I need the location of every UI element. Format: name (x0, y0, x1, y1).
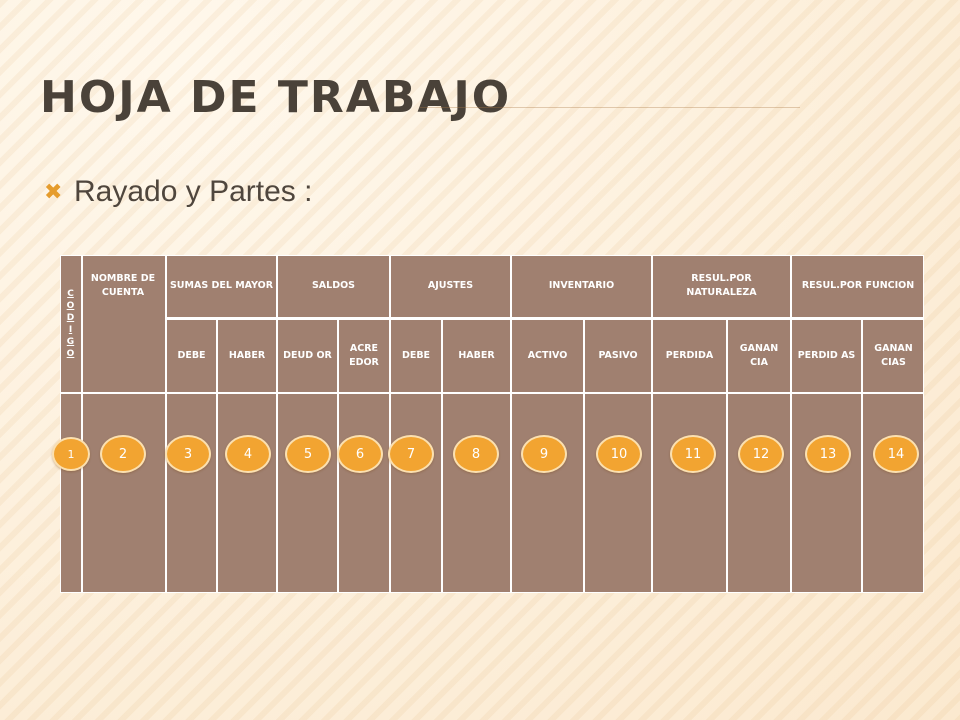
bullet-text: Rayado y Partes : (74, 175, 313, 208)
subcol-divider (583, 318, 585, 593)
header-resul-naturaleza: RESUL.POR NATURALEZA (686, 273, 757, 298)
marker-1: 1 (52, 437, 90, 471)
slide-title: HOJA DE TRABAJO (40, 72, 512, 123)
marker-3: 3 (165, 435, 211, 473)
bullet-item: ✖ Rayado y Partes : (44, 175, 312, 209)
col-divider (276, 255, 278, 593)
subheader-acreedor: ACRE EDOR (349, 343, 379, 368)
col-divider (651, 255, 653, 593)
subheader-haber: HABER (228, 350, 266, 361)
marker-9: 9 (521, 435, 567, 473)
codigo-header: C O D I G O (66, 288, 75, 359)
subcol-divider (216, 318, 218, 593)
marker-5: 5 (285, 435, 331, 473)
col-divider (165, 255, 167, 593)
marker-10: 10 (596, 435, 642, 473)
subheader-activo: ACTIVO (527, 350, 568, 361)
subheader-perdidas: PERDID AS (797, 350, 856, 361)
header-nombre-cuenta: NOMBRE DE CUENTA (90, 273, 156, 298)
x-mark-bullet-icon: ✖ (44, 179, 63, 205)
subcol-divider (861, 318, 863, 593)
header-divider (165, 317, 924, 320)
header-sumas-mayor: SUMAS DEL MAYOR (169, 280, 274, 291)
subheader-debe-ajustes: DEBE (401, 350, 431, 361)
marker-13: 13 (805, 435, 851, 473)
header-resul-funcion: RESUL.POR FUNCION (801, 280, 915, 291)
worksheet-table: C O D I G O NOMBRE DE CUENTA SUMAS DEL M… (60, 255, 924, 593)
marker-2: 2 (100, 435, 146, 473)
marker-6: 6 (337, 435, 383, 473)
header-inventario: INVENTARIO (548, 280, 615, 291)
marker-11: 11 (670, 435, 716, 473)
col-divider (81, 255, 83, 593)
header-saldos: SALDOS (311, 280, 356, 291)
col-divider (790, 255, 792, 593)
marker-12: 12 (738, 435, 784, 473)
table-border (60, 255, 924, 593)
title-area: HOJA DE TRABAJO (40, 70, 920, 126)
subheader-ganancias: GANAN CIAS (874, 343, 913, 368)
marker-8: 8 (453, 435, 499, 473)
subheader-perdida: PERDIDA (665, 350, 714, 361)
marker-7: 7 (388, 435, 434, 473)
subheader-deudor: DEUD OR (283, 350, 332, 361)
col-divider (510, 255, 512, 593)
subheader-haber-ajustes: HABER (458, 350, 495, 361)
title-underline (420, 107, 800, 108)
marker-4: 4 (225, 435, 271, 473)
subcol-divider (726, 318, 728, 593)
header-ajustes: AJUSTES (427, 280, 474, 291)
subheader-ganancia: GANAN CIA (739, 343, 779, 368)
subcol-divider (441, 318, 443, 593)
body-divider (60, 392, 924, 394)
subheader-debe: DEBE (177, 350, 206, 361)
marker-14: 14 (873, 435, 919, 473)
subheader-pasivo: PASIVO (598, 350, 638, 361)
column-number-markers: 1 2 3 4 5 6 7 8 9 10 11 12 13 14 (0, 435, 960, 475)
col-divider (389, 255, 391, 593)
